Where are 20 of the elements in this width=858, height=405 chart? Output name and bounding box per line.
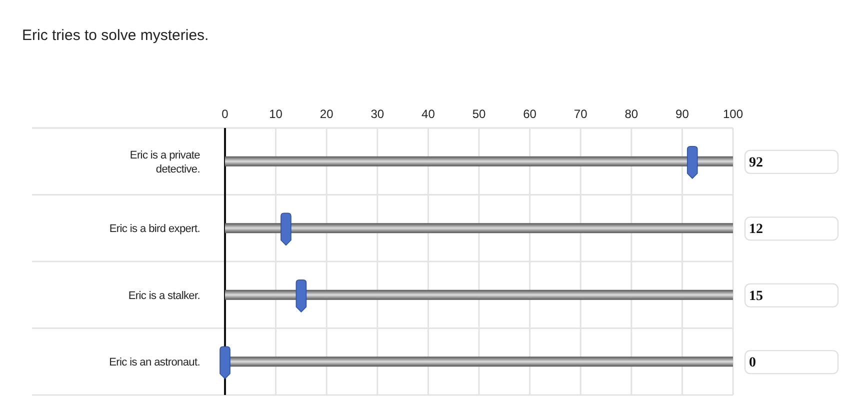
x-tick-label: 90 <box>676 107 690 121</box>
text: 0 <box>749 356 756 371</box>
y-tick-label: Eric is a bird expert. <box>109 223 200 236</box>
y-tick-label: Eric is a stalker. <box>128 290 200 302</box>
x-tick-label: 70 <box>574 107 588 121</box>
y-tick-label: Eric is a private detective. <box>130 149 200 176</box>
x-tick-label: 10 <box>269 107 283 121</box>
y-tick-label: Eric is an astronaut. <box>109 356 200 369</box>
text: 12 <box>749 222 763 238</box>
x-tick-label: 20 <box>320 107 334 121</box>
x-tick-label: 50 <box>472 107 486 121</box>
x-tick-label: 100 <box>722 107 744 121</box>
text: 92 <box>749 155 763 170</box>
text: 15 <box>749 288 763 304</box>
chart-title: Eric tries to solve mysteries. <box>22 27 209 44</box>
x-tick-label: 40 <box>422 107 436 121</box>
x-tick-label: 30 <box>370 107 384 121</box>
x-tick-label: 60 <box>523 107 537 121</box>
x-tick-label: 80 <box>624 107 638 121</box>
x-tick-label: 0 <box>222 107 229 121</box>
